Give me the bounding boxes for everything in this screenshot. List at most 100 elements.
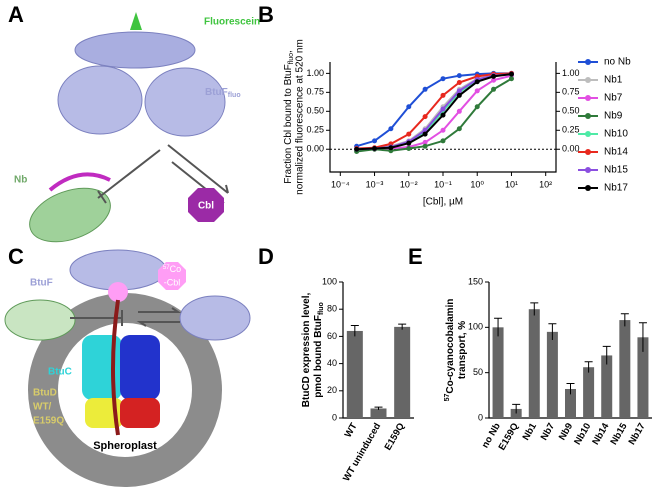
btud-label: WT/ xyxy=(33,402,52,413)
error-bar xyxy=(512,403,521,414)
error-bar xyxy=(584,361,593,373)
error-bar xyxy=(494,317,503,337)
y2-tick-label: 0.75 xyxy=(562,87,580,97)
error-bar xyxy=(548,323,557,341)
btuf-structure xyxy=(179,295,251,341)
x-tick-label: Nb1 xyxy=(521,421,540,443)
data-point xyxy=(491,73,497,79)
data-point xyxy=(440,112,446,118)
cbl-ball xyxy=(108,282,128,302)
y-label-text: , xyxy=(283,50,294,53)
btuf-lobe xyxy=(144,67,226,137)
y-label-text: BtuCD expression level, xyxy=(301,293,312,408)
data-point xyxy=(440,92,446,98)
btuf-sub: fluo xyxy=(228,92,241,99)
bar xyxy=(346,330,363,418)
cbl-octagon xyxy=(188,188,224,222)
y-axis-label: Fraction Cbl bound to BtuFfluo, xyxy=(283,50,295,184)
y2-tick-label: 1.00 xyxy=(562,68,580,78)
co-cbl-text: Co xyxy=(170,264,182,274)
x-tick-label: 10⁻⁴ xyxy=(331,179,350,189)
diagram-c: 57Co -Cbl BtuF BtuC BtuD WT/ E159Q Spher… xyxy=(4,249,251,487)
binding-arrow xyxy=(136,307,182,327)
legend-label: Nb17 xyxy=(604,183,628,194)
data-point xyxy=(406,104,412,110)
spheroplast-label: Spheroplast xyxy=(93,440,157,452)
data-point xyxy=(406,131,412,137)
data-point xyxy=(422,143,428,149)
btud-label: BtuD xyxy=(33,388,57,399)
y2-tick-label: 0.25 xyxy=(562,125,580,135)
x-axis-label: [Cbl], µM xyxy=(423,197,463,208)
series-line xyxy=(356,73,512,151)
legend-marker xyxy=(585,95,591,101)
data-point xyxy=(508,71,514,77)
error-bar xyxy=(350,325,359,337)
y2-tick-label: 0.00 xyxy=(562,144,580,154)
data-point xyxy=(422,86,428,92)
y-label-text: pmol bound BtuF xyxy=(313,315,324,398)
x-tick-label: 10⁻¹ xyxy=(434,179,452,189)
legend-label: no Nb xyxy=(604,57,631,68)
transport-arrow xyxy=(111,299,120,436)
y-label-text: Fraction Cbl bound to BtuF xyxy=(283,64,294,184)
btud-label: E159Q xyxy=(33,416,64,427)
legend-label: Nb7 xyxy=(604,93,623,104)
y-tick-label: 80 xyxy=(327,304,337,314)
fluorescein-label: Fluorescein xyxy=(204,17,260,28)
data-point xyxy=(491,77,497,83)
data-point xyxy=(354,146,360,152)
diagram-a: Cbl Fluorescein BtuFfluo Nb xyxy=(14,12,260,243)
co-cbl-label: -Cbl xyxy=(164,277,181,287)
legend-marker xyxy=(585,149,591,155)
legend-marker xyxy=(585,59,591,65)
y-tick-label: 100 xyxy=(468,322,483,332)
data-point xyxy=(440,106,446,112)
btuc-structure xyxy=(82,335,122,400)
y-tick-label: 100 xyxy=(322,276,337,286)
btuf-text: BtuF xyxy=(205,87,228,98)
data-point xyxy=(440,127,446,133)
bar xyxy=(394,326,411,418)
x-tick-label: 10⁰ xyxy=(470,179,484,189)
co-cbl-octagon xyxy=(158,262,186,290)
spheroplast-ring xyxy=(28,293,222,487)
x-tick-label: WT xyxy=(343,421,360,439)
legend-marker xyxy=(585,77,591,83)
data-point xyxy=(456,88,462,94)
data-point xyxy=(508,76,514,82)
x-tick-label: 10⁻³ xyxy=(366,179,384,189)
btuf-label: BtuFfluo xyxy=(205,87,241,99)
y-tick-label: 150 xyxy=(468,276,483,286)
legend-label: Nb10 xyxy=(604,129,628,140)
legend-marker xyxy=(585,113,591,119)
panel-letter: B xyxy=(258,2,274,27)
bar xyxy=(637,337,649,418)
data-point xyxy=(474,88,480,94)
btuf-helix xyxy=(74,31,196,69)
cbl-label: Cbl xyxy=(198,201,214,212)
data-point xyxy=(406,140,412,146)
bar xyxy=(583,367,595,418)
data-point xyxy=(422,114,428,120)
y2-tick-label: 0.50 xyxy=(562,106,580,116)
panel-letter: C xyxy=(8,244,24,269)
co-cbl-label: 57Co xyxy=(163,264,181,274)
x-tick-label: 10⁻² xyxy=(400,179,418,189)
data-point xyxy=(372,145,378,151)
data-point xyxy=(388,126,394,132)
x-tick-label: Nb15 xyxy=(608,421,629,447)
error-bar xyxy=(602,345,611,365)
x-tick-label: Nb7 xyxy=(539,421,558,442)
y-axis-label: BtuCD expression level, xyxy=(301,293,312,408)
btuc-label: BtuC xyxy=(48,367,72,378)
error-bar xyxy=(374,406,383,410)
data-point xyxy=(422,131,428,137)
inhibition-arrow xyxy=(70,310,123,326)
data-point xyxy=(456,108,462,114)
bar xyxy=(565,388,576,418)
bar xyxy=(370,408,387,418)
y-axis-label: normalized fluorescence at 520 nm xyxy=(295,39,306,195)
btuf-lobe xyxy=(57,65,143,135)
series-line xyxy=(356,72,512,150)
